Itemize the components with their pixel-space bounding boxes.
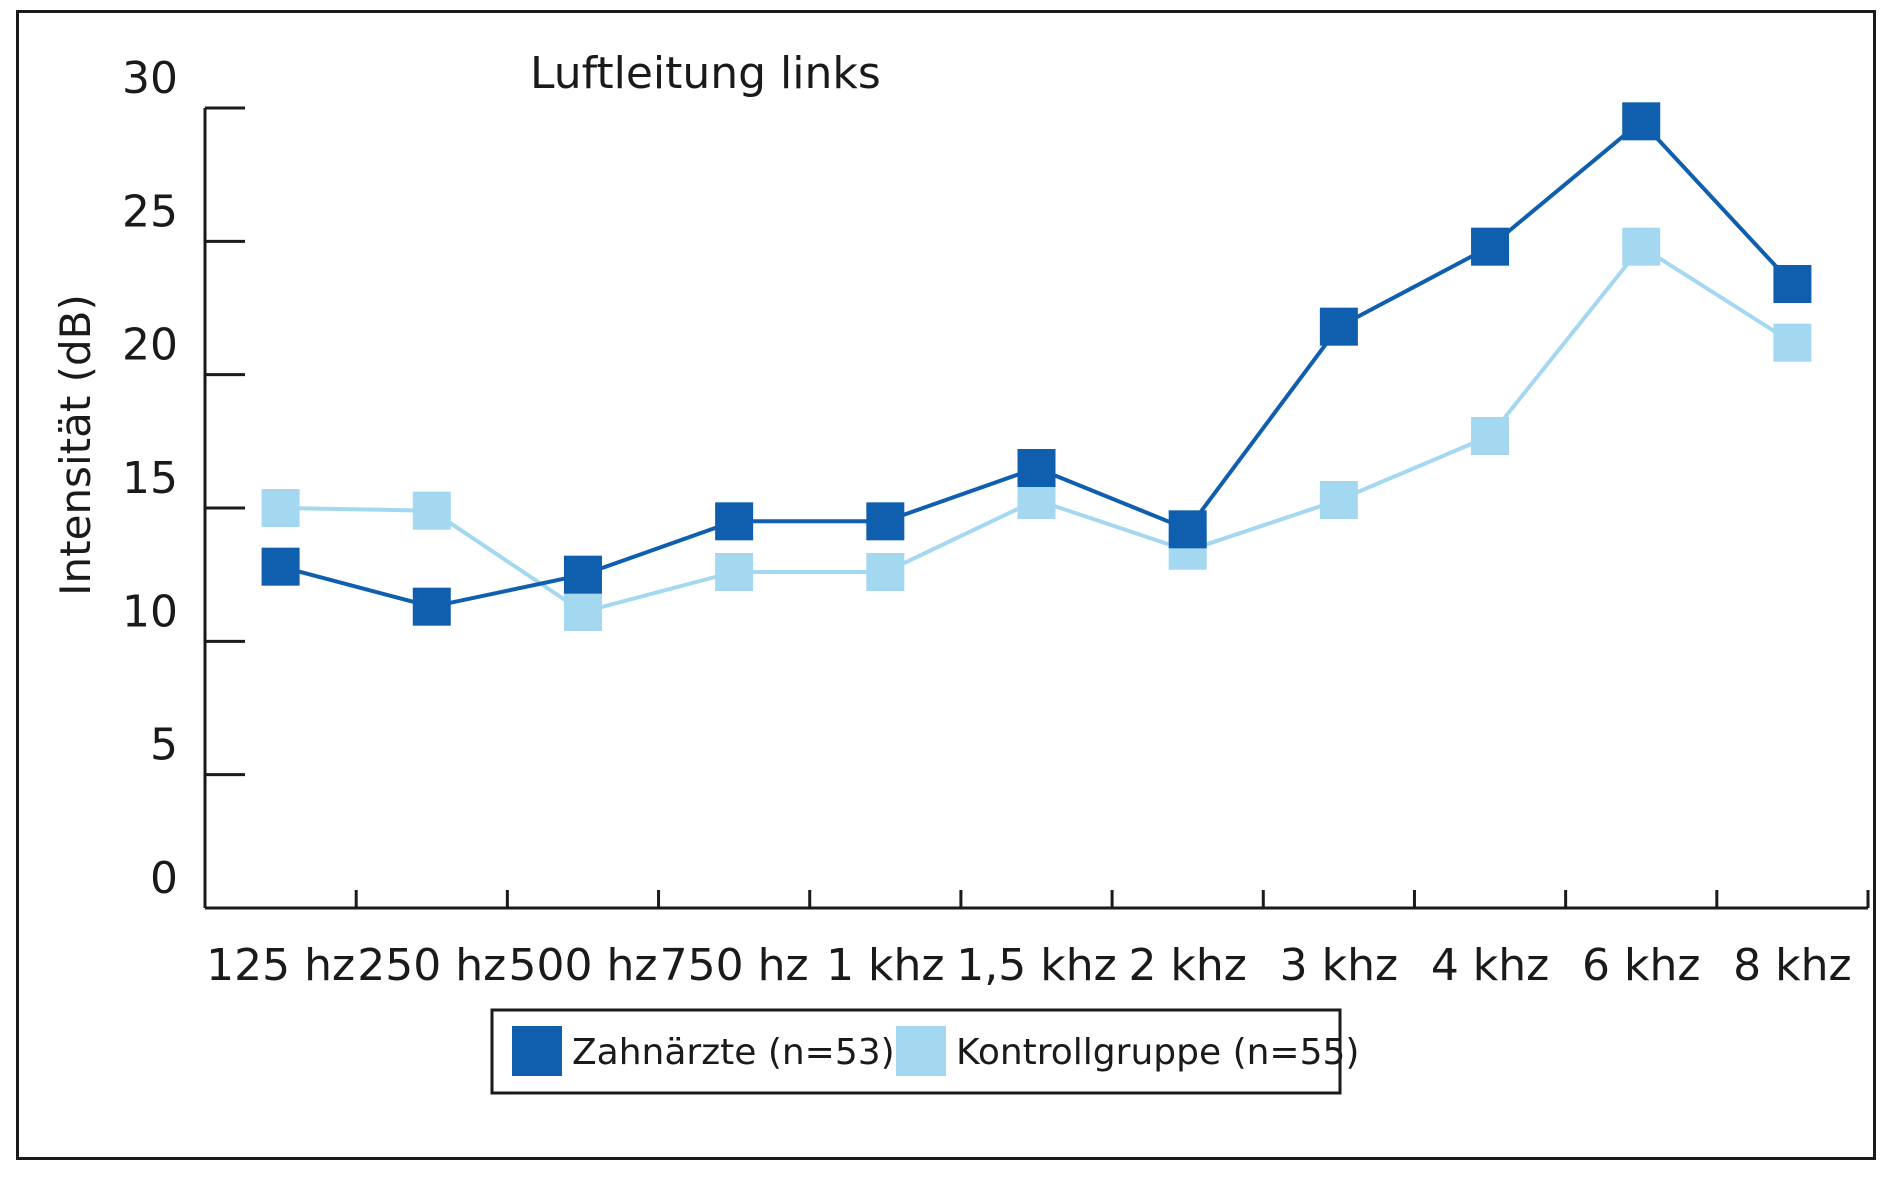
series-0-marker — [1622, 102, 1661, 141]
series-0-marker — [866, 502, 905, 541]
x-tick-label: 6 khz — [1582, 940, 1700, 991]
x-tick-label: 1,5 khz — [956, 940, 1116, 991]
series-1-marker — [1773, 323, 1812, 362]
legend-label-kontrollgruppe: Kontrollgruppe (n=55) — [956, 1032, 1359, 1073]
x-tick-label: 125 hz — [206, 940, 355, 991]
legend: Zahnärzte (n=53) Kontrollgruppe (n=55) — [490, 1008, 1359, 1095]
series-0-marker — [1319, 307, 1358, 346]
series-1-marker — [1471, 417, 1510, 455]
x-tick-label: 1 khz — [826, 940, 944, 991]
series-layer — [261, 102, 1812, 631]
y-tick-label: 10 — [122, 586, 178, 637]
y-axis-title: Intensität (dB) — [51, 294, 100, 596]
x-tick-label: 2 khz — [1128, 940, 1246, 991]
series-0-marker — [261, 547, 300, 586]
series-line-1 — [280, 244, 1794, 614]
series-line-0 — [280, 119, 1794, 609]
series-1-marker — [715, 553, 754, 591]
series-1-marker — [412, 491, 451, 530]
x-tick-label: 750 hz — [660, 940, 809, 991]
series-0-marker — [1168, 510, 1207, 549]
y-tick-label: 5 — [150, 720, 178, 771]
series-0-marker — [1773, 265, 1812, 303]
series-0-marker — [412, 587, 451, 626]
series-0-marker — [715, 502, 754, 541]
legend-swatch-kontrollgruppe — [896, 1026, 946, 1076]
y-tick-label: 0 — [150, 853, 178, 904]
x-tick-label: 8 khz — [1733, 940, 1851, 991]
y-tick-label: 30 — [122, 53, 178, 104]
legend-box — [490, 1008, 1342, 1095]
x-tick-label: 3 khz — [1280, 940, 1398, 991]
legend-swatch-zahnaerzte — [512, 1026, 562, 1076]
series-1-marker — [1319, 481, 1358, 519]
chart-frame — [16, 10, 1876, 1160]
legend-label-zahnaerzte: Zahnärzte (n=53) — [572, 1032, 895, 1073]
series-0-marker — [563, 555, 602, 594]
series-1-marker — [1017, 481, 1056, 519]
y-tick-label: 25 — [122, 186, 178, 237]
y-tick-label: 15 — [122, 453, 178, 504]
y-tick-label: 20 — [122, 320, 178, 371]
chart-title: Luftleitung links — [530, 48, 881, 99]
series-1-marker — [563, 593, 602, 631]
axes: 0 5 10 15 20 25 30 125 hz 250 hz 500 hz 750 hz 1 kh… — [122, 53, 1870, 991]
series-1-marker — [261, 489, 300, 527]
series-1-marker — [1622, 227, 1661, 266]
x-tick-label: 4 khz — [1431, 940, 1549, 991]
series-0-marker — [1471, 227, 1510, 266]
x-tick-label: 500 hz — [508, 940, 657, 991]
series-0-marker — [1017, 449, 1056, 487]
x-tick-label: 250 hz — [357, 940, 506, 991]
series-1-marker — [866, 553, 905, 591]
